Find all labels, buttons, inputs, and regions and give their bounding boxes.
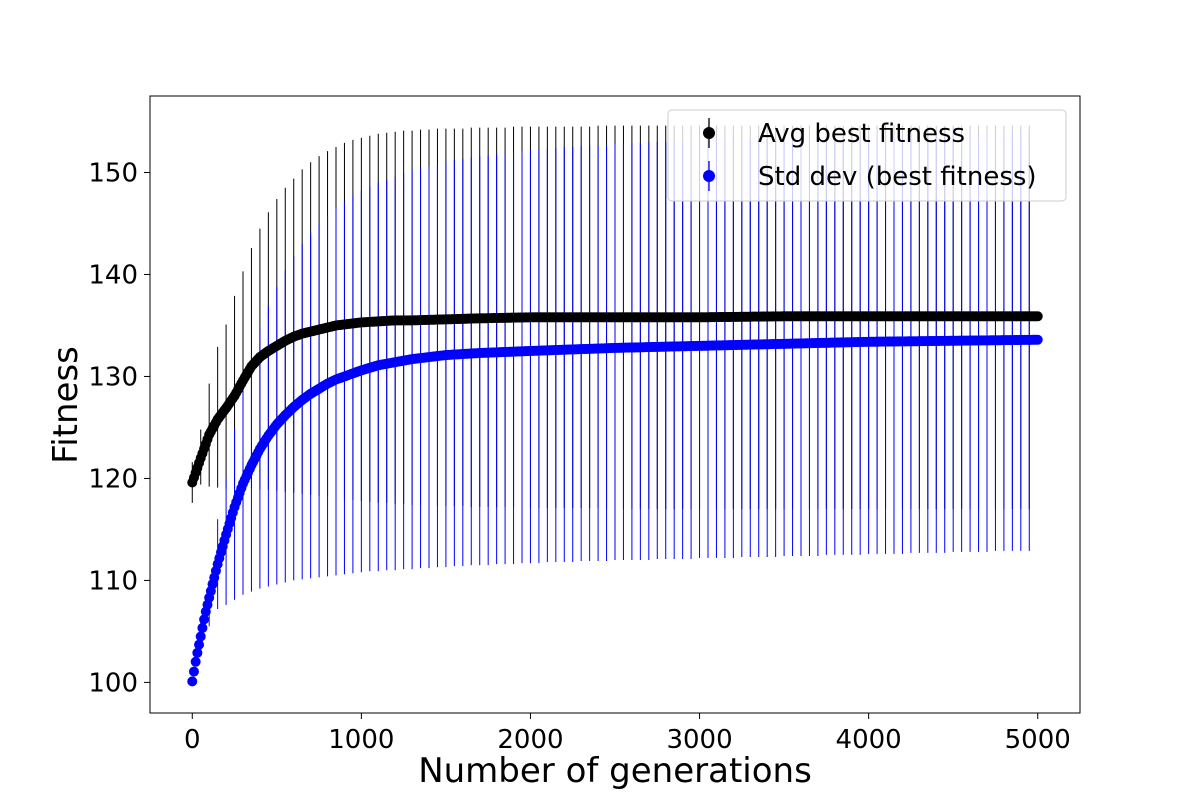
legend-entry-std-dev: Std dev (best fitness) (703, 161, 1037, 192)
data-point (1032, 334, 1043, 345)
y-tick-label: 140 (88, 260, 138, 290)
x-tick-label: 1000 (328, 725, 394, 755)
x-axis-ticks: 0 1000 2000 3000 4000 5000 (184, 713, 1071, 755)
data-point (188, 666, 199, 677)
legend-box (667, 109, 1067, 202)
x-axis-label: Number of generations (418, 751, 812, 791)
legend-label: Avg best fitness (758, 119, 965, 149)
points-layer (187, 311, 1043, 687)
y-tick-label: 130 (88, 362, 138, 392)
data-point (192, 647, 203, 658)
y-axis-label: Fitness (46, 346, 86, 464)
y-tick-label: 120 (88, 464, 138, 494)
y-axis-ticks: 100 110 120 130 140 150 (88, 158, 150, 698)
points-series-0 (187, 311, 1043, 488)
data-point (199, 614, 210, 625)
y-tick-label: 110 (88, 566, 138, 596)
x-tick-label: 3000 (666, 725, 732, 755)
x-tick-label: 0 (184, 725, 201, 755)
data-point (190, 656, 201, 667)
x-tick-label: 4000 (836, 725, 902, 755)
y-tick-label: 100 (88, 668, 138, 698)
data-point (187, 676, 198, 687)
x-tick-label: 5000 (1005, 725, 1071, 755)
points-series-1 (187, 334, 1043, 687)
plot-area (149, 95, 1081, 714)
data-point (195, 631, 206, 642)
data-point (197, 622, 208, 633)
x-tick-label: 2000 (497, 725, 563, 755)
axes-frame (149, 95, 1081, 714)
y-tick-label: 150 (88, 158, 138, 188)
legend-marker-dot (703, 127, 715, 139)
legend-entry-avg-best: Avg best fitness (703, 118, 965, 149)
data-point (194, 639, 205, 650)
data-point (1032, 311, 1043, 322)
legend: Avg best fitness Std dev (best fitness) (667, 109, 1067, 202)
legend-label: Std dev (best fitness) (758, 162, 1037, 192)
legend-marker-dot (703, 170, 715, 182)
